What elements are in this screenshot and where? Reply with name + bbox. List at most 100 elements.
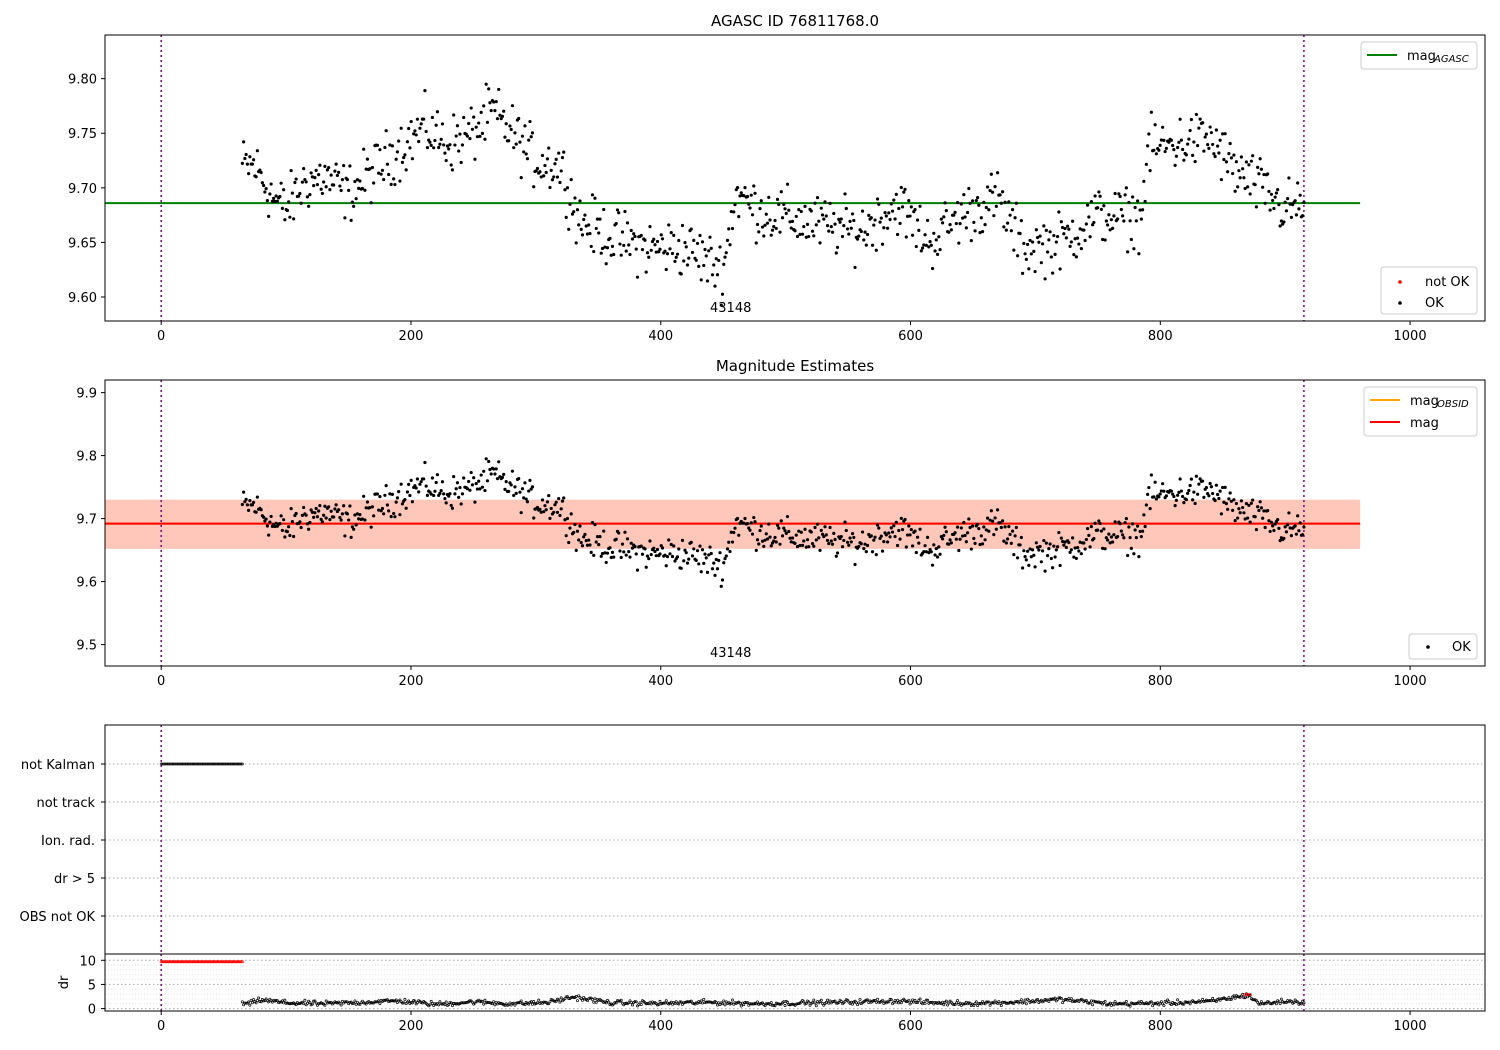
ok-point: [455, 481, 460, 485]
dr-point: [1274, 1002, 1278, 1006]
ok-point: [300, 513, 304, 517]
dr-high-point: [239, 960, 243, 964]
legend-label: OK: [1452, 640, 1471, 655]
ok-point: [913, 529, 917, 533]
ok-point: [864, 243, 868, 247]
ok-point: [690, 554, 695, 558]
dr-point: [689, 999, 693, 1003]
ok-point: [1258, 500, 1262, 504]
ok-point: [980, 542, 985, 546]
ok-point: [1222, 157, 1226, 162]
dr-point: [449, 1001, 453, 1005]
dr-point: [305, 1001, 309, 1005]
ok-point: [580, 544, 585, 548]
ok-point: [544, 170, 548, 175]
dr-point: [794, 1002, 798, 1006]
ok-point: [305, 522, 309, 526]
ok-point: [524, 152, 528, 156]
ok-point: [1143, 524, 1147, 529]
dr-point: [444, 1000, 448, 1004]
ok-point: [269, 182, 273, 186]
ok-point: [562, 496, 566, 500]
ok-point: [828, 201, 832, 205]
ok-point: [1019, 219, 1023, 223]
ok-point: [282, 188, 286, 192]
ok-point: [310, 175, 314, 179]
ok-point: [495, 117, 500, 121]
ok-point: [864, 550, 868, 554]
ok-point: [932, 543, 936, 547]
ok-point: [620, 230, 625, 234]
dr-point: [370, 1001, 374, 1005]
dr-point: [1156, 1001, 1160, 1005]
dr-point: [1088, 1001, 1092, 1005]
ok-point: [1301, 214, 1305, 218]
ok-point: [1007, 200, 1011, 204]
ok-point: [1002, 539, 1006, 543]
ok-point: [565, 516, 570, 521]
ok-point: [1208, 481, 1212, 486]
ok-point: [1147, 132, 1151, 136]
ok-point: [1014, 201, 1018, 205]
ok-point: [1008, 532, 1012, 536]
ok-point: [382, 512, 386, 516]
ok-point: [469, 470, 473, 475]
ok-point: [802, 224, 806, 229]
ok-point: [342, 163, 346, 168]
ok-point: [327, 165, 331, 170]
dr-point: [1258, 1002, 1262, 1006]
ok-point: [652, 546, 656, 550]
ok-point: [1101, 546, 1105, 551]
ok-point: [975, 196, 980, 200]
ok-point: [887, 531, 891, 535]
ok-point: [784, 211, 788, 215]
ok-point: [957, 548, 961, 553]
ok-point: [658, 247, 662, 251]
dr-point: [1084, 998, 1088, 1002]
dr-point: [429, 999, 433, 1003]
ok-point: [273, 199, 277, 204]
ok-point: [677, 238, 681, 243]
dr-point: [899, 1001, 903, 1005]
ok-point: [715, 567, 720, 571]
dr-point: [403, 997, 407, 1001]
ok-point: [610, 550, 615, 554]
ok-point: [1261, 185, 1265, 189]
ok-point: [1106, 223, 1110, 227]
ok-point: [782, 202, 786, 207]
ok-point: [859, 542, 863, 546]
ok-point: [267, 214, 271, 218]
ok-point: [1139, 217, 1143, 221]
ok-point: [1044, 541, 1048, 545]
ok-point: [545, 500, 550, 504]
ok-point: [694, 558, 698, 562]
ok-point: [649, 248, 653, 252]
ok-point: [843, 520, 847, 524]
ok-point: [758, 528, 762, 533]
ok-point: [315, 515, 319, 519]
ok-point: [328, 188, 332, 192]
ok-point: [1169, 138, 1173, 142]
ok-point: [1068, 550, 1072, 554]
dr-point: [278, 1000, 282, 1004]
ok-point: [1217, 151, 1221, 155]
ok-point: [1287, 176, 1291, 180]
ok-point: [1084, 222, 1088, 226]
ok-point: [640, 552, 645, 556]
ok-point: [1198, 117, 1202, 121]
ok-point: [845, 227, 850, 231]
ok-point: [475, 135, 480, 139]
ok-point: [1048, 230, 1052, 234]
ok-point: [1132, 247, 1136, 251]
ok-point: [415, 477, 420, 481]
ok-point: [349, 218, 353, 222]
ok-point: [347, 188, 351, 192]
ok-point: [878, 220, 882, 224]
dr-point: [976, 1004, 980, 1008]
ok-point: [240, 502, 244, 507]
ok-point: [862, 547, 866, 551]
ok-point: [487, 459, 491, 464]
ok-point: [815, 196, 820, 200]
ok-point: [973, 229, 977, 233]
